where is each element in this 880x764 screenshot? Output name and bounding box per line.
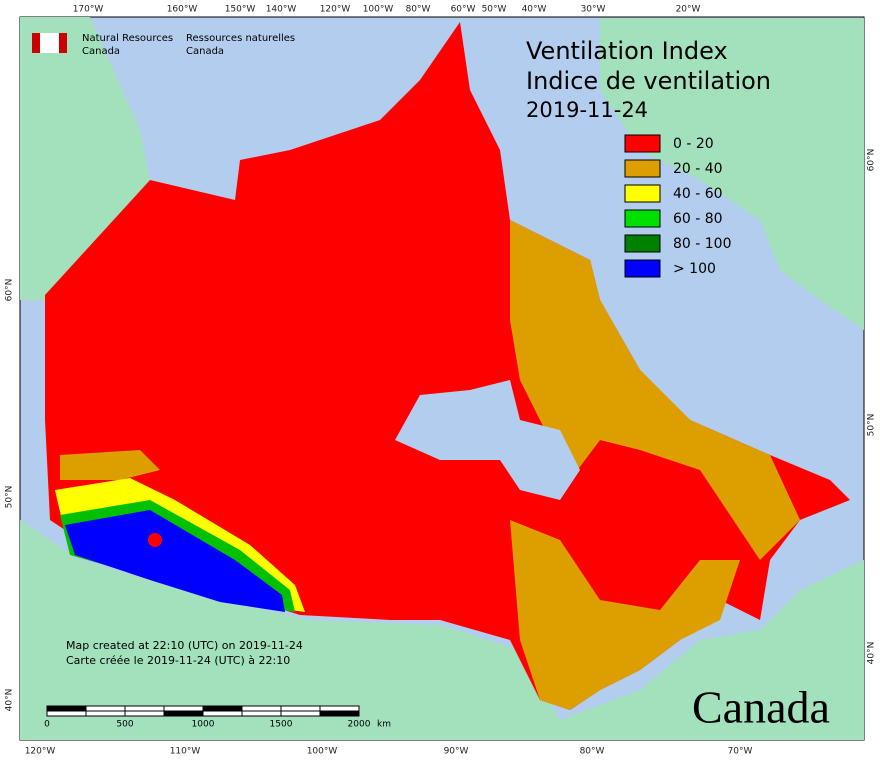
legend-swatch [624, 184, 661, 203]
orange-west [60, 450, 160, 480]
agency-fr: Canada [186, 46, 224, 57]
scale-segment [124, 705, 165, 712]
legend-label: > 100 [673, 261, 716, 277]
top-axis-label: 100°W [363, 5, 394, 15]
right-axis-label: 50°N [867, 414, 877, 437]
scale-segment [163, 710, 204, 717]
title-date: 2019-11-24 [526, 98, 648, 122]
scale-segment [163, 705, 204, 712]
top-axis-label: 40°W [522, 5, 547, 15]
scale-segment [241, 705, 282, 712]
top-axis-label: 80°W [406, 5, 431, 15]
bottom-axis-label: 110°W [170, 747, 201, 757]
legend-swatch [624, 209, 661, 228]
bottom-axis-label: 70°W [728, 747, 753, 757]
wordmark: Canada [692, 682, 830, 733]
footer: Carte créée le 2019-11-24 (UTC) à 22:10 [66, 654, 290, 667]
legend-swatch [624, 159, 661, 178]
legend-swatch [624, 234, 661, 253]
top-axis-label: 150°W [225, 5, 256, 15]
labels: Natural Resources Canada Ressources natu… [66, 33, 830, 733]
legend-swatch [624, 259, 661, 278]
scale-label: 1000 [192, 720, 215, 730]
scale-unit: km [377, 720, 391, 730]
bottom-axis-label: 90°W [444, 747, 469, 757]
scale-segment [280, 705, 321, 712]
scale-segment [319, 710, 360, 717]
top-axis-label: 160°W [167, 5, 198, 15]
bottom-axis-label: 80°W [580, 747, 605, 757]
legend-label: 0 - 20 [673, 136, 714, 152]
scale-segment [202, 710, 243, 717]
blue-area [65, 510, 285, 612]
top-axis-label: 140°W [266, 5, 297, 15]
legend-label: 60 - 80 [673, 211, 723, 227]
flag [40, 33, 59, 53]
right-axis-label: 40°N [867, 642, 877, 665]
bottom-axis-label: 120°W [25, 747, 56, 757]
agency-en: Natural Resources [82, 33, 173, 44]
top-axis-label: 170°W [73, 5, 104, 15]
scale-label: 2000 [348, 720, 371, 730]
scale-segment [280, 710, 321, 717]
footer: Map created at 22:10 (UTC) on 2019-11-24 [66, 639, 303, 652]
scale-segment [319, 705, 360, 712]
scale-segment [46, 710, 87, 717]
scale-label: 500 [116, 720, 133, 730]
title: Indice de ventilation [526, 67, 771, 95]
scale-segment [241, 710, 282, 717]
hudson-bay [395, 380, 580, 500]
agency-en: Canada [82, 46, 120, 57]
scale-segment [85, 710, 126, 717]
left-axis-label: 40°N [5, 689, 15, 712]
scale-segment [85, 705, 126, 712]
legend-label: 20 - 40 [673, 161, 723, 177]
agency-fr: Ressources naturelles [186, 33, 295, 44]
top-axis-label: 50°W [482, 5, 507, 15]
top-axis-label: 120°W [320, 5, 351, 15]
canada-land [45, 22, 850, 710]
scale-segment [46, 705, 87, 712]
scale-label: 1500 [270, 720, 293, 730]
scale-label: 0 [44, 720, 50, 730]
legend-swatch [624, 134, 661, 153]
top-axis-label: 20°W [676, 5, 701, 15]
right-axis-label: 60°N [867, 149, 877, 172]
top-axis-label: 60°W [451, 5, 476, 15]
greenland [600, 18, 864, 330]
scale-segment [202, 705, 243, 712]
legend-label: 40 - 60 [673, 186, 723, 202]
top-axis-label: 30°W [581, 5, 606, 15]
bottom-axis-label: 100°W [307, 747, 338, 757]
red-spot [148, 533, 162, 547]
alaska [20, 17, 150, 300]
title: Ventilation Index [526, 37, 728, 65]
legend-label: 80 - 100 [673, 236, 732, 252]
scale-segment [124, 710, 165, 717]
usa [20, 520, 864, 740]
orange-east [510, 220, 800, 560]
orange-south [510, 520, 740, 710]
left-axis-label: 50°N [5, 486, 15, 509]
left-axis-label: 60°N [5, 279, 15, 302]
